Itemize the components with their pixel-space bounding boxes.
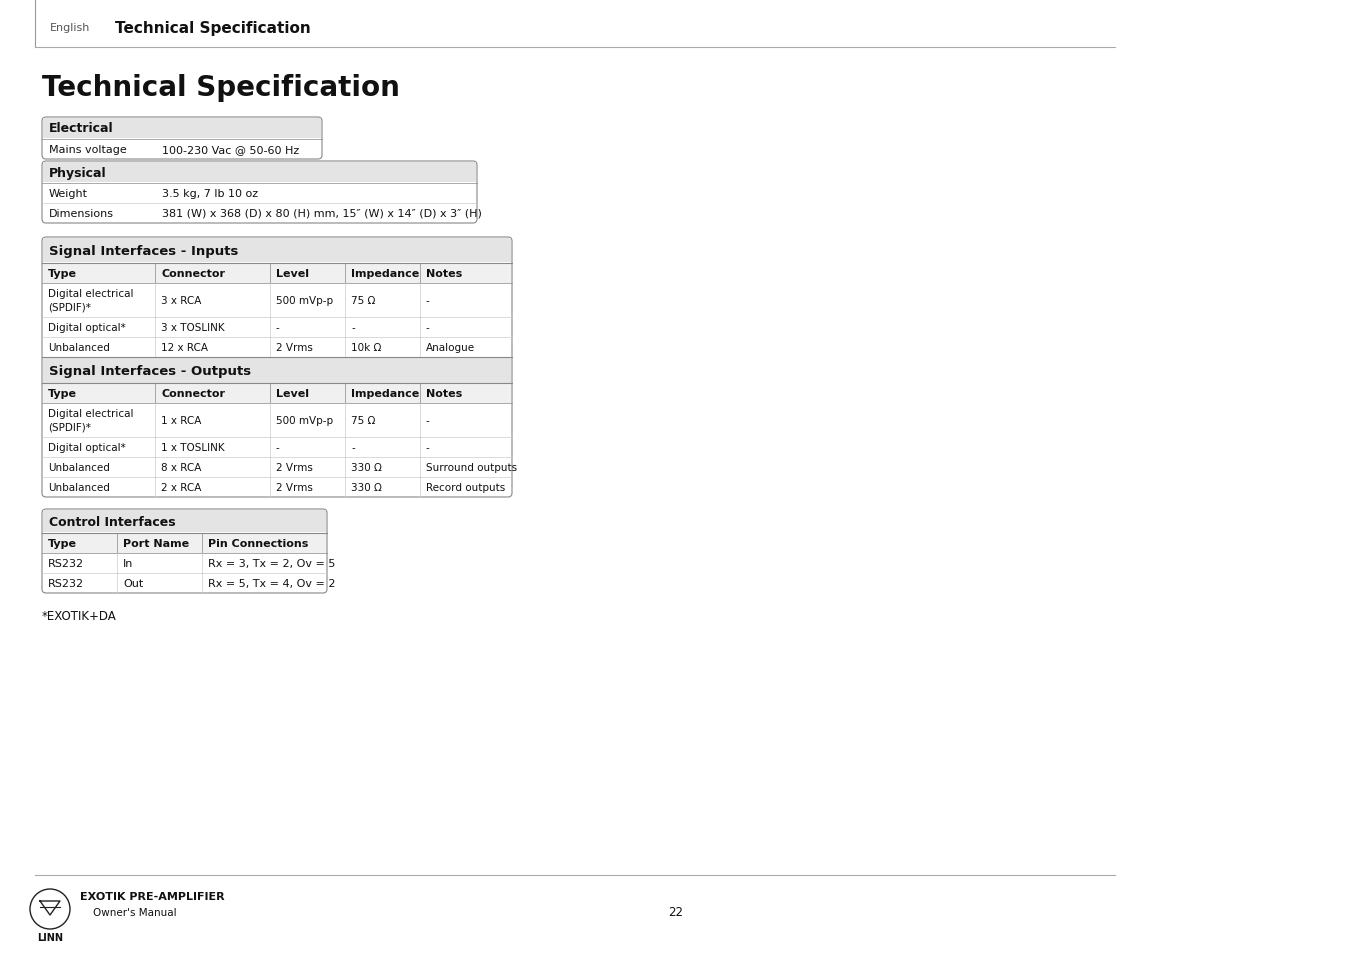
Text: Technical Specification: Technical Specification: [115, 20, 311, 35]
Text: -: -: [351, 442, 355, 453]
Text: Rx = 3, Tx = 2, Ov = 5: Rx = 3, Tx = 2, Ov = 5: [208, 558, 335, 568]
Text: Impedance: Impedance: [351, 269, 419, 278]
Text: Notes: Notes: [426, 269, 462, 278]
Text: RS232: RS232: [49, 558, 84, 568]
Text: -: -: [276, 323, 280, 333]
Text: 2 Vrms: 2 Vrms: [276, 482, 313, 493]
Text: Port Name: Port Name: [123, 538, 189, 548]
Text: Signal Interfaces - Outputs: Signal Interfaces - Outputs: [49, 364, 251, 377]
Text: Electrical: Electrical: [49, 122, 113, 135]
Bar: [43, 119, 322, 139]
FancyBboxPatch shape: [42, 510, 327, 594]
Text: Digital electrical: Digital electrical: [49, 409, 134, 418]
Text: LINN: LINN: [36, 932, 63, 942]
Text: Technical Specification: Technical Specification: [42, 74, 400, 102]
Text: Record outputs: Record outputs: [426, 482, 505, 493]
Text: *EXOTIK+DA: *EXOTIK+DA: [42, 609, 116, 622]
Text: Physical: Physical: [49, 167, 107, 179]
Text: 3 x RCA: 3 x RCA: [161, 295, 201, 306]
Text: Connector: Connector: [161, 389, 226, 398]
Text: Pin Connections: Pin Connections: [208, 538, 308, 548]
Text: Mains voltage: Mains voltage: [49, 145, 127, 154]
Text: Type: Type: [49, 269, 77, 278]
Text: Surround outputs: Surround outputs: [426, 462, 517, 473]
Text: -: -: [426, 295, 430, 306]
Text: Unbalanced: Unbalanced: [49, 343, 109, 353]
Bar: [43, 163, 476, 183]
Text: 75 Ω: 75 Ω: [351, 416, 376, 426]
Text: English: English: [50, 23, 91, 33]
Text: Notes: Notes: [426, 389, 462, 398]
Text: -: -: [426, 323, 430, 333]
Circle shape: [30, 889, 70, 929]
Bar: [43, 511, 326, 533]
Text: 1 x TOSLINK: 1 x TOSLINK: [161, 442, 224, 453]
Text: -: -: [426, 442, 430, 453]
Text: -: -: [351, 323, 355, 333]
Text: Weight: Weight: [49, 189, 88, 199]
Text: Type: Type: [49, 389, 77, 398]
Text: 2 Vrms: 2 Vrms: [276, 343, 313, 353]
Text: Unbalanced: Unbalanced: [49, 462, 109, 473]
Text: Impedance: Impedance: [351, 389, 419, 398]
Text: (SPDIF)*: (SPDIF)*: [49, 303, 91, 313]
FancyBboxPatch shape: [42, 162, 477, 224]
Text: Type: Type: [49, 538, 77, 548]
Text: EXOTIK PRE-AMPLIFIER: EXOTIK PRE-AMPLIFIER: [80, 891, 224, 901]
Text: 2 Vrms: 2 Vrms: [276, 462, 313, 473]
Text: Digital optical*: Digital optical*: [49, 323, 126, 333]
Text: Level: Level: [276, 389, 309, 398]
Text: (SPDIF)*: (SPDIF)*: [49, 422, 91, 433]
Bar: [43, 384, 511, 403]
Text: 500 mVp-p: 500 mVp-p: [276, 295, 334, 306]
Text: 10k Ω: 10k Ω: [351, 343, 381, 353]
Text: 330 Ω: 330 Ω: [351, 482, 382, 493]
Text: 75 Ω: 75 Ω: [351, 295, 376, 306]
Text: 500 mVp-p: 500 mVp-p: [276, 416, 334, 426]
Text: Unbalanced: Unbalanced: [49, 482, 109, 493]
Text: -: -: [276, 442, 280, 453]
FancyBboxPatch shape: [42, 118, 322, 160]
Text: Analogue: Analogue: [426, 343, 476, 353]
FancyBboxPatch shape: [42, 237, 512, 497]
Text: 22: 22: [669, 905, 684, 919]
Text: Digital optical*: Digital optical*: [49, 442, 126, 453]
Text: 3 x TOSLINK: 3 x TOSLINK: [161, 323, 224, 333]
Text: In: In: [123, 558, 134, 568]
Text: 330 Ω: 330 Ω: [351, 462, 382, 473]
Text: 8 x RCA: 8 x RCA: [161, 462, 201, 473]
Text: Level: Level: [276, 269, 309, 278]
Text: 12 x RCA: 12 x RCA: [161, 343, 208, 353]
Bar: [43, 264, 511, 284]
Bar: [43, 534, 326, 554]
Bar: [43, 357, 511, 384]
Text: Rx = 5, Tx = 4, Ov = 2: Rx = 5, Tx = 4, Ov = 2: [208, 578, 335, 588]
Text: Dimensions: Dimensions: [49, 209, 113, 219]
Text: 2 x RCA: 2 x RCA: [161, 482, 201, 493]
Text: Owner's Manual: Owner's Manual: [93, 907, 177, 917]
Bar: [43, 239, 511, 263]
Text: -: -: [426, 416, 430, 426]
Text: RS232: RS232: [49, 578, 84, 588]
Text: 3.5 kg, 7 lb 10 oz: 3.5 kg, 7 lb 10 oz: [162, 189, 258, 199]
Text: 100-230 Vac @ 50-60 Hz: 100-230 Vac @ 50-60 Hz: [162, 145, 300, 154]
Text: 381 (W) x 368 (D) x 80 (H) mm, 15″ (W) x 14″ (D) x 3″ (H): 381 (W) x 368 (D) x 80 (H) mm, 15″ (W) x…: [162, 209, 482, 219]
Text: Connector: Connector: [161, 269, 226, 278]
Text: Control Interfaces: Control Interfaces: [49, 515, 176, 528]
Text: Signal Interfaces - Inputs: Signal Interfaces - Inputs: [49, 244, 238, 257]
Text: Out: Out: [123, 578, 143, 588]
Text: Digital electrical: Digital electrical: [49, 289, 134, 298]
Text: 1 x RCA: 1 x RCA: [161, 416, 201, 426]
